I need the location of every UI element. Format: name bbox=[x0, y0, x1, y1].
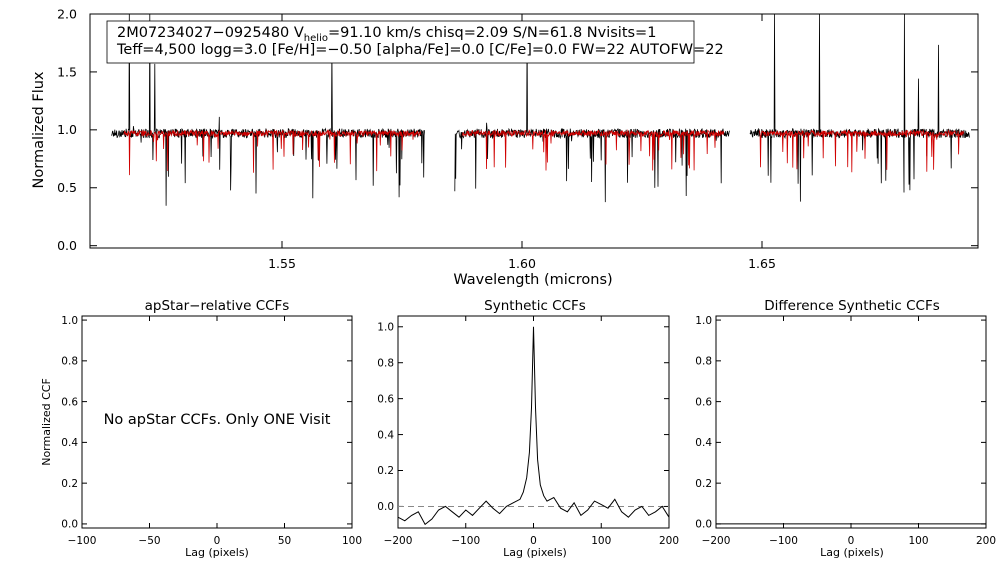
x-tick-label-3-2: 0 bbox=[848, 535, 855, 547]
spectrum-x-axis-label: Wavelength (microns) bbox=[453, 272, 612, 288]
y-tick-label-0-1: 0.5 bbox=[57, 180, 77, 195]
x-tick-label-3-1: −100 bbox=[769, 535, 798, 547]
y-tick-label-2-1: 0.2 bbox=[377, 465, 394, 477]
y-tick-label-2-4: 0.8 bbox=[377, 357, 394, 369]
x-tick-label-2-3: 100 bbox=[591, 535, 611, 547]
synthetic-ccf-panel: Synthetic CCFs Lag (pixels) −200 −100 0 100… bbox=[377, 298, 679, 559]
spectrum-plot-area bbox=[111, 13, 970, 206]
synthetic-ccf-x-axis-label: Lag (pixels) bbox=[503, 546, 567, 559]
synthetic-ccf-title: Synthetic CCFs bbox=[484, 298, 586, 314]
difference-ccf-title: Difference Synthetic CCFs bbox=[764, 298, 940, 314]
y-tick-label-1-1: 0.2 bbox=[61, 478, 78, 490]
y-tick-label-1-3: 0.6 bbox=[61, 396, 78, 408]
no-ccf-message: No apStar CCFs. Only ONE Visit bbox=[104, 412, 331, 428]
spectrum-y-axis-label: Normalized Flux bbox=[31, 71, 47, 188]
apstar-ccf-y-axis-label: Normalized CCF bbox=[40, 378, 53, 466]
y-tick-label-1-0: 0.0 bbox=[61, 519, 78, 531]
x-tick-label-1-2: 0 bbox=[214, 535, 221, 547]
y-tick-label-0-4: 2.0 bbox=[57, 6, 77, 21]
y-tick-label-2-3: 0.6 bbox=[377, 393, 394, 405]
x-tick-label-1-3: 50 bbox=[278, 535, 291, 547]
x-tick-label-2-1: −100 bbox=[451, 535, 480, 547]
ccf-series-2-0 bbox=[397, 326, 670, 526]
y-tick-label-0-3: 1.5 bbox=[57, 64, 77, 79]
y-tick-label-1-2: 0.4 bbox=[61, 437, 78, 449]
y-tick-label-3-2: 0.4 bbox=[695, 437, 712, 449]
y-tick-label-3-4: 0.8 bbox=[695, 356, 712, 368]
y-tick-label-2-0: 0.0 bbox=[377, 501, 394, 513]
x-tick-label-1-4: 100 bbox=[342, 535, 362, 547]
spectrum-panel: 2M07234027−0925480 Vhelio=91.10 km/s chi… bbox=[31, 6, 979, 288]
x-tick-label-2-4: 200 bbox=[659, 535, 679, 547]
y-tick-label-1-4: 0.8 bbox=[61, 356, 78, 368]
y-tick-label-1-5: 1.0 bbox=[61, 315, 78, 327]
difference-ccf-panel: Difference Synthetic CCFs Lag (pixels) −… bbox=[695, 298, 996, 559]
annotation-line-1: 2M07234027−0925480 Vhelio=91.10 km/s chi… bbox=[117, 25, 656, 44]
apstar-ccf-x-axis-label: Lag (pixels) bbox=[185, 546, 249, 559]
y-tick-label-0-0: 0.0 bbox=[57, 238, 77, 253]
y-tick-label-3-1: 0.2 bbox=[695, 478, 712, 490]
y-tick-label-2-5: 1.0 bbox=[377, 321, 394, 333]
x-tick-label-1-0: −100 bbox=[68, 535, 97, 547]
apstar-ccf-panel: apStar−relative CCFs No apStar CCFs. Onl… bbox=[40, 298, 362, 559]
x-tick-label-3-0: −200 bbox=[702, 535, 731, 547]
x-tick-label-3-4: 200 bbox=[976, 535, 996, 547]
x-tick-label-1-1: −50 bbox=[138, 535, 160, 547]
annotation-line-2: Teff=4,500 logg=3.0 [Fe/H]=−0.50 [alpha/… bbox=[116, 42, 724, 58]
y-tick-label-3-3: 0.6 bbox=[695, 396, 712, 408]
x-tick-label-0-1: 1.60 bbox=[508, 256, 536, 271]
x-tick-label-2-2: 0 bbox=[530, 535, 537, 547]
x-tick-label-2-0: −200 bbox=[384, 535, 413, 547]
y-tick-label-3-5: 1.0 bbox=[695, 315, 712, 327]
y-tick-label-3-0: 0.0 bbox=[695, 519, 712, 531]
y-tick-label-2-2: 0.4 bbox=[377, 429, 394, 441]
x-tick-label-3-3: 100 bbox=[908, 535, 928, 547]
plot-frame-0 bbox=[89, 13, 979, 249]
x-tick-label-0-0: 1.55 bbox=[268, 256, 296, 271]
plot-frame-3 bbox=[715, 315, 987, 529]
spectrum-series-1 bbox=[123, 129, 964, 176]
difference-ccf-x-axis-label: Lag (pixels) bbox=[820, 546, 884, 559]
x-tick-label-0-2: 1.65 bbox=[748, 256, 776, 271]
y-tick-label-0-2: 1.0 bbox=[57, 122, 77, 137]
annotation-box bbox=[106, 20, 695, 64]
apstar-ccf-title: apStar−relative CCFs bbox=[145, 298, 290, 314]
plot-frame-2 bbox=[397, 315, 670, 529]
